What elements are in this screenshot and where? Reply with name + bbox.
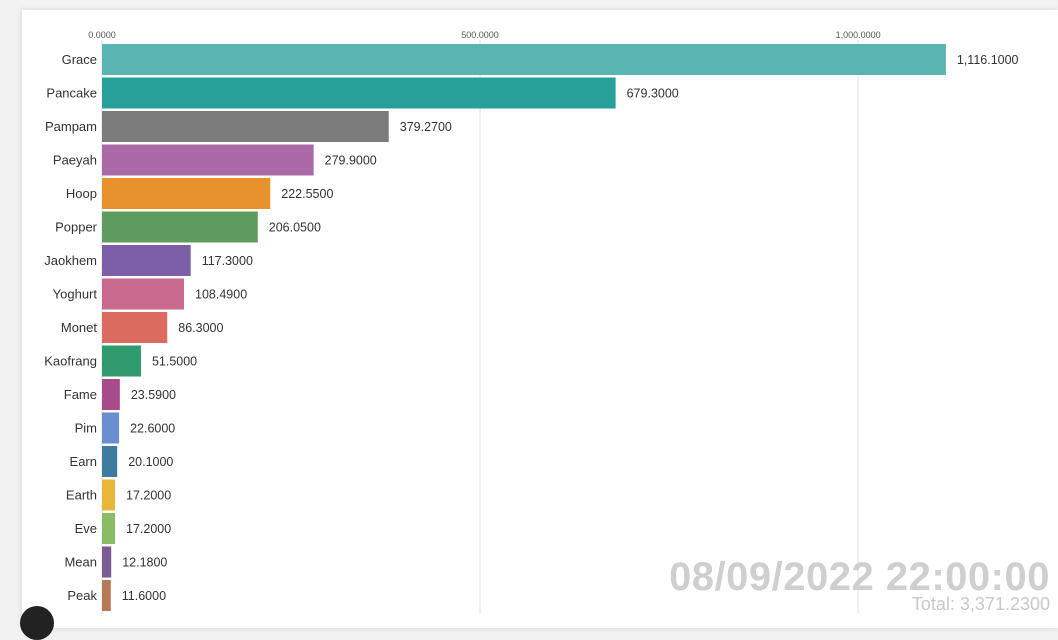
category-label: Peak — [67, 588, 97, 603]
category-label: Earn — [70, 454, 97, 469]
bar — [102, 178, 271, 209]
bars — [102, 44, 946, 611]
bar-chart: 0.0000 500.0000 1,000.0000 Grace 1,116.1000… — [44, 30, 1019, 614]
value-label: 51.5000 — [152, 355, 197, 369]
bar — [102, 144, 314, 176]
value-label: 23.5900 — [131, 388, 176, 402]
bar — [102, 44, 946, 75]
x-tick-label: 500.0000 — [461, 30, 499, 40]
bar — [102, 278, 185, 310]
bar — [102, 479, 116, 511]
value-label: 679.3000 — [627, 87, 679, 101]
category-label: Grace — [62, 52, 97, 67]
bar — [102, 412, 120, 444]
category-label: Kaofrang — [44, 354, 97, 369]
labels: Grace 1,116.1000 Pancake 679.3000 Pampam 379.… — [44, 52, 1018, 603]
category-label: Hoop — [66, 186, 97, 201]
category-label: Pampam — [45, 119, 97, 134]
value-label: 206.0500 — [269, 221, 321, 235]
category-label: Yoghurt — [53, 287, 98, 302]
category-label: Earth — [66, 488, 97, 503]
bar — [102, 379, 120, 410]
value-label: 379.2700 — [400, 120, 452, 134]
bar — [102, 446, 118, 477]
value-label: 1,116.1000 — [957, 53, 1019, 67]
x-axis-ticks: 0.0000 500.0000 1,000.0000 — [88, 30, 880, 40]
bar — [102, 345, 141, 377]
value-label: 22.6000 — [130, 422, 175, 436]
value-label: 17.2000 — [126, 522, 171, 536]
bar — [102, 211, 258, 243]
bar — [102, 111, 389, 142]
bar — [102, 546, 112, 578]
value-label: 117.3000 — [202, 254, 253, 268]
bar — [102, 77, 616, 109]
category-label: Fame — [64, 387, 97, 402]
player-badge-icon[interactable] — [20, 606, 54, 640]
chart-card: 0.0000 500.0000 1,000.0000 Grace 1,116.1000… — [22, 10, 1058, 628]
category-label: Monet — [61, 320, 98, 335]
bar — [102, 513, 116, 544]
bar — [102, 580, 111, 611]
category-label: Pim — [75, 421, 97, 436]
value-label: 108.4900 — [195, 288, 247, 302]
category-label: Paeyah — [53, 153, 97, 168]
timestamp-label: 08/09/2022 22:00:00 — [669, 555, 1050, 599]
category-label: Jaokhem — [44, 253, 97, 268]
x-tick-label: 0.0000 — [88, 30, 116, 40]
value-label: 20.1000 — [128, 455, 173, 469]
bar — [102, 312, 168, 343]
total-label: Total: 3,371.2300 — [911, 594, 1050, 614]
value-label: 11.6000 — [122, 589, 166, 603]
category-label: Pancake — [46, 86, 97, 101]
category-label: Mean — [64, 555, 97, 570]
category-label: Popper — [55, 220, 98, 235]
value-label: 222.5500 — [281, 187, 333, 201]
value-label: 12.1800 — [122, 556, 167, 570]
category-label: Eve — [75, 521, 97, 536]
value-label: 86.3000 — [178, 321, 223, 335]
value-label: 17.2000 — [126, 489, 171, 503]
value-label: 279.9000 — [325, 154, 377, 168]
x-tick-label: 1,000.0000 — [836, 30, 881, 40]
bar — [102, 245, 191, 276]
